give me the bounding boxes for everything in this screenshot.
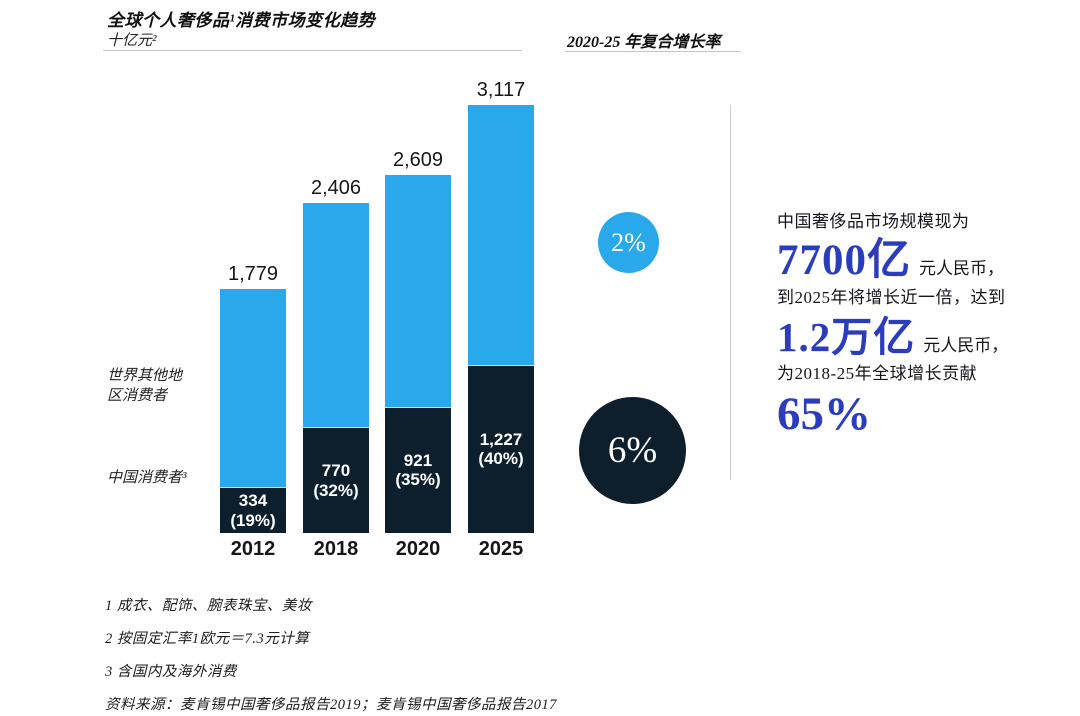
bar-segment-china: 770 (32%) — [303, 427, 369, 533]
bar-segment-china: 334 (19%) — [220, 487, 286, 533]
cagr-badge-label: 6% — [607, 430, 658, 471]
source-line: 资料来源：麦肯锡中国奢侈品报告2019；麦肯锡中国奢侈品报告2017 — [105, 697, 557, 713]
annotation-contribution-line: 为2018-25年全球增长贡献 — [777, 364, 978, 383]
bar-total-label: 3,117 — [476, 79, 526, 101]
chart-title: 全球个人奢侈品¹消费市场变化趋势 — [107, 11, 376, 30]
bar-segment-rest-of-world — [220, 288, 286, 488]
cagr-section-title: 2020-25 年复合增长率 — [567, 34, 721, 51]
x-axis-label: 2020 — [395, 538, 441, 560]
x-axis-label: 2012 — [230, 538, 276, 560]
annotation-current-size: 7700亿 元人民币， — [777, 239, 1069, 283]
bar-group: 2,609 921 (35%) 2020 — [385, 0, 451, 560]
footnote-2: 2 按固定汇率1欧元＝7.3元计算 — [105, 631, 310, 647]
x-axis-label: 2018 — [313, 538, 359, 560]
annotation-intro: 中国奢侈品市场规模现为 — [777, 212, 970, 231]
bar-total-label: 1,779 — [227, 262, 279, 285]
annotation-big-number-1-2: 1.2万亿 — [777, 314, 916, 360]
cagr-badge-label: 2% — [611, 227, 646, 257]
annotation-future-size: 1.2万亿 元人民币， — [777, 315, 1069, 359]
bar-segment-rest-of-world — [385, 174, 451, 407]
bar-segment-label: 1,227 (40%) — [478, 429, 524, 469]
annotation-unit-rmb: 元人民币， — [919, 259, 1004, 278]
bar-group: 1,779 334 (19%) 2012 — [220, 0, 286, 560]
bar-segment-label: 770 (32%) — [313, 461, 359, 500]
cagr-badge-china: 6% — [579, 397, 686, 504]
annotation-growth-line: 到2025年将增长近一倍，达到 — [777, 288, 1006, 307]
legend-china-label: 中国消费者³ — [107, 470, 187, 486]
x-axis-label: 2025 — [478, 538, 524, 560]
bar-segment-label: 334 (19%) — [230, 490, 276, 530]
annotation-unit-rmb: 元人民币， — [923, 336, 1009, 355]
legend-rest-of-world-label: 世界其他地区消费者 — [107, 368, 183, 405]
bar-segment-rest-of-world — [303, 202, 369, 428]
chart-unit-label: 十亿元² — [107, 33, 157, 49]
bar-total-label: 2,406 — [310, 176, 362, 199]
china-market-annotation: 中国奢侈品市场规模现为 7700亿 元人民币， 到2025年将增长近一倍，达到 … — [777, 210, 1069, 438]
footnote-3: 3 含国内及海外消费 — [105, 664, 237, 680]
footnotes-block: 1 成衣、配饰、腕表珠宝、美妆 2 按固定汇率1欧元＝7.3元计算 3 含国内及… — [105, 594, 557, 714]
bar-group: 2,406 770 (32%) 2018 — [303, 0, 369, 560]
vertical-divider — [730, 105, 731, 480]
bar-group: 3,117 1,227 (40%) 2025 — [468, 0, 534, 560]
footnote-1: 1 成衣、配饰、腕表珠宝、美妆 — [105, 598, 312, 614]
cagr-badge-rest-of-world: 2% — [598, 212, 659, 273]
bar-total-label: 2,609 — [392, 148, 444, 171]
annotation-big-number-7700: 7700亿 — [777, 237, 911, 284]
bar-segment-label: 921 (35%) — [395, 450, 441, 490]
title-underline — [103, 50, 522, 51]
cagr-title-underline — [565, 51, 741, 52]
bar-segment-china: 1,227 (40%) — [468, 364, 534, 533]
bar-segment-china: 921 (35%) — [385, 406, 451, 533]
bar-segment-rest-of-world — [468, 105, 534, 365]
annotation-big-number-65pct: 65% — [777, 388, 871, 440]
